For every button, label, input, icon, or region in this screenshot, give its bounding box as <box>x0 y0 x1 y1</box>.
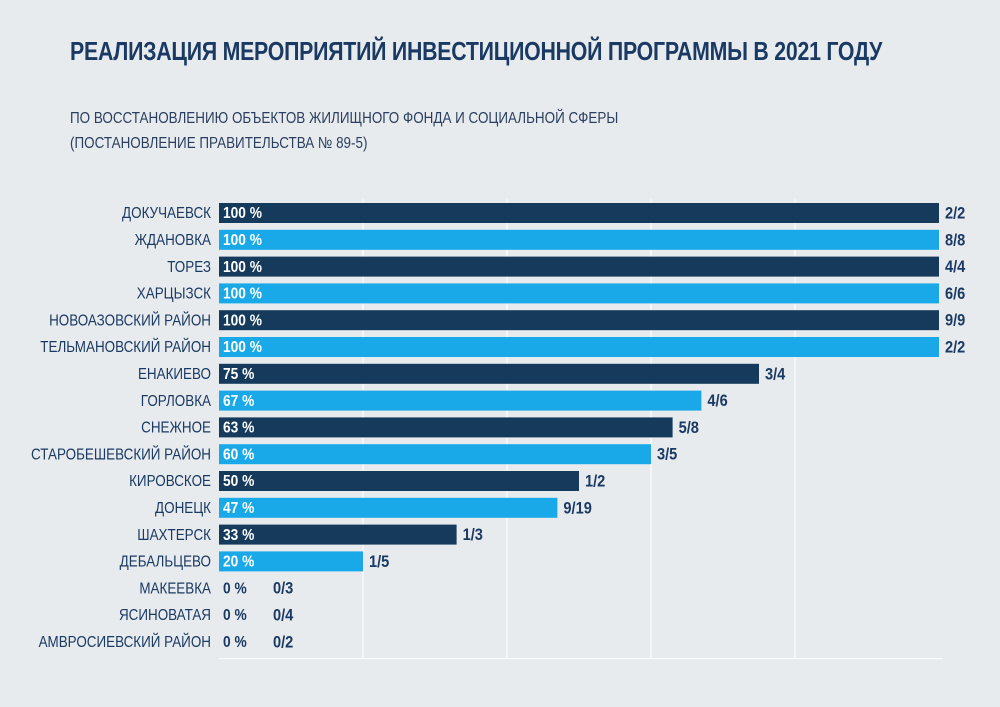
percent-label: 100 % <box>223 204 262 222</box>
ratio-label: 0/2 <box>273 633 293 651</box>
bar <box>219 444 651 465</box>
percent-label: 75 % <box>223 365 254 383</box>
category-label: МАКЕЕВКА <box>139 580 211 597</box>
category-label: ЯСИНОВАТАЯ <box>119 607 211 624</box>
category-label: ТОРЕЗ <box>167 259 211 276</box>
ratio-label: 5/8 <box>679 419 699 437</box>
ratio-label: 1/3 <box>463 526 483 544</box>
bar <box>219 337 939 357</box>
ratio-label: 9/9 <box>945 312 965 330</box>
percent-label: 47 % <box>223 499 254 517</box>
ratio-label: 2/2 <box>945 339 965 357</box>
ratio-label: 2/2 <box>945 205 965 223</box>
bar <box>219 497 558 518</box>
ratio-label: 0/4 <box>273 607 293 625</box>
percent-label: 20 % <box>223 553 254 571</box>
ratio-label: 1/2 <box>585 473 605 491</box>
category-label: ДОНЕЦК <box>155 500 211 517</box>
ratio-label: 1/5 <box>369 553 389 571</box>
percent-label: 0 % <box>223 633 247 651</box>
bar <box>219 471 579 491</box>
ratio-label: 4/4 <box>945 258 965 276</box>
ratio-label: 9/19 <box>563 499 592 517</box>
percent-label: 100 % <box>223 285 262 303</box>
bar <box>219 417 673 438</box>
bar <box>219 363 759 384</box>
category-label: СТАРОБЕШЕВСКИЙ РАЙОН <box>31 444 211 463</box>
bar <box>219 283 939 304</box>
ratio-label: 0/3 <box>273 580 293 598</box>
bar <box>219 256 939 277</box>
percent-label: 50 % <box>223 472 254 490</box>
category-label: ШАХТЕРСК <box>137 527 211 544</box>
ratio-label: 3/4 <box>765 365 785 383</box>
percent-label: 0 % <box>223 579 247 597</box>
ratio-label: 6/6 <box>945 285 965 303</box>
percent-label: 100 % <box>223 258 262 276</box>
bar <box>219 524 457 545</box>
percent-label: 100 % <box>223 231 262 249</box>
bar <box>219 551 363 572</box>
subtitle-line-1: ПО ВОССТАНОВЛЕНИЮ ОБЪЕКТОВ ЖИЛИЩНОГО ФОН… <box>70 110 619 127</box>
category-label: ХАРЦЫЗСК <box>137 286 212 303</box>
bar <box>219 390 702 411</box>
category-label: ГОРЛОВКА <box>141 393 211 410</box>
bar <box>219 203 939 223</box>
category-label: ТЕЛЬМАНОВСКИЙ РАЙОН <box>40 337 211 356</box>
chart-title: РЕАЛИЗАЦИЯ МЕРОПРИЯТИЙ ИНВЕСТИЦИОННОЙ ПР… <box>70 36 883 66</box>
ratio-label: 3/5 <box>657 446 677 464</box>
percent-label: 100 % <box>223 311 262 329</box>
category-label: ДОКУЧАЕВСК <box>122 205 211 222</box>
category-label: ЖДАНОВКА <box>135 232 211 249</box>
bar <box>219 229 939 250</box>
chart-subtitle: ПО ВОССТАНОВЛЕНИЮ ОБЪЕКТОВ ЖИЛИЩНОГО ФОН… <box>70 106 618 156</box>
category-label: ЕНАКИЕВО <box>138 366 211 383</box>
percent-label: 60 % <box>223 445 254 463</box>
category-label: АМВРОСИЕВСКИЙ РАЙОН <box>39 632 211 651</box>
percent-label: 67 % <box>223 392 254 410</box>
category-label: НОВОАЗОВСКИЙ РАЙОН <box>49 310 211 329</box>
percent-label: 100 % <box>223 338 262 356</box>
category-label: КИРОВСКОЕ <box>129 473 211 490</box>
subtitle-line-2: (ПОСТАНОВЛЕНИЕ ПРАВИТЕЛЬСТВА № 89-5) <box>70 135 368 152</box>
percent-label: 63 % <box>223 419 254 437</box>
percent-label: 0 % <box>223 606 247 624</box>
category-label: СНЕЖНОЕ <box>141 420 211 437</box>
ratio-label: 4/6 <box>707 392 727 410</box>
ratio-label: 8/8 <box>945 231 965 249</box>
percent-label: 33 % <box>223 526 254 544</box>
category-label: ДЕБАЛЬЦЕВО <box>120 554 211 571</box>
bar <box>219 310 939 331</box>
